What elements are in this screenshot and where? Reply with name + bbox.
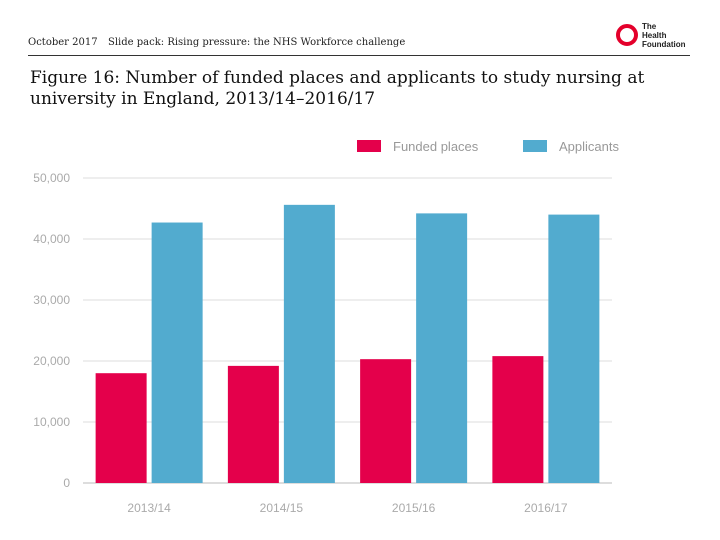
logo-line-3: Foundation <box>642 40 686 49</box>
legend-swatch-funded-places <box>357 140 381 152</box>
header-date: October 2017 <box>28 37 98 48</box>
x-tick-label: 2013/14 <box>127 501 171 515</box>
bar-chart: 0 10,000 20,000 30,000 40,000 50,000 2013/14 20… <box>33 139 619 515</box>
bar-applicants <box>283 204 335 483</box>
logo-text: The Health Foundation <box>642 22 686 49</box>
bar-funded-places <box>95 373 147 483</box>
legend-swatch-applicants <box>523 140 547 152</box>
logo-line-2: Health <box>642 31 667 40</box>
bar-funded-places <box>492 356 544 483</box>
header-divider <box>28 55 690 56</box>
y-tick-label: 50,000 <box>33 171 70 185</box>
figure-title: Figure 16: Number of funded places and a… <box>30 68 645 109</box>
bar-funded-places <box>227 365 279 483</box>
y-tick-label: 20,000 <box>33 354 70 368</box>
x-tick-label: 2015/16 <box>392 501 436 515</box>
y-tick-label: 40,000 <box>33 232 70 246</box>
y-tick-label: 30,000 <box>33 293 70 307</box>
legend-label-funded-places: Funded places <box>393 139 479 154</box>
header-slide-pack-title: Slide pack: Rising pressure: the NHS Wor… <box>108 37 406 48</box>
bar-applicants <box>416 213 468 483</box>
bar-applicants <box>151 222 203 483</box>
y-tick-label: 0 <box>63 476 70 490</box>
bar-funded-places <box>360 359 412 483</box>
x-tick-label: 2016/17 <box>524 501 568 515</box>
bar-applicants <box>548 214 600 483</box>
logo-ring-icon <box>616 24 638 46</box>
x-tick-label: 2014/15 <box>260 501 304 515</box>
legend-label-applicants: Applicants <box>559 139 619 154</box>
health-foundation-logo: The Health Foundation <box>616 22 696 52</box>
y-tick-label: 10,000 <box>33 415 70 429</box>
logo-line-1: The <box>642 22 657 31</box>
